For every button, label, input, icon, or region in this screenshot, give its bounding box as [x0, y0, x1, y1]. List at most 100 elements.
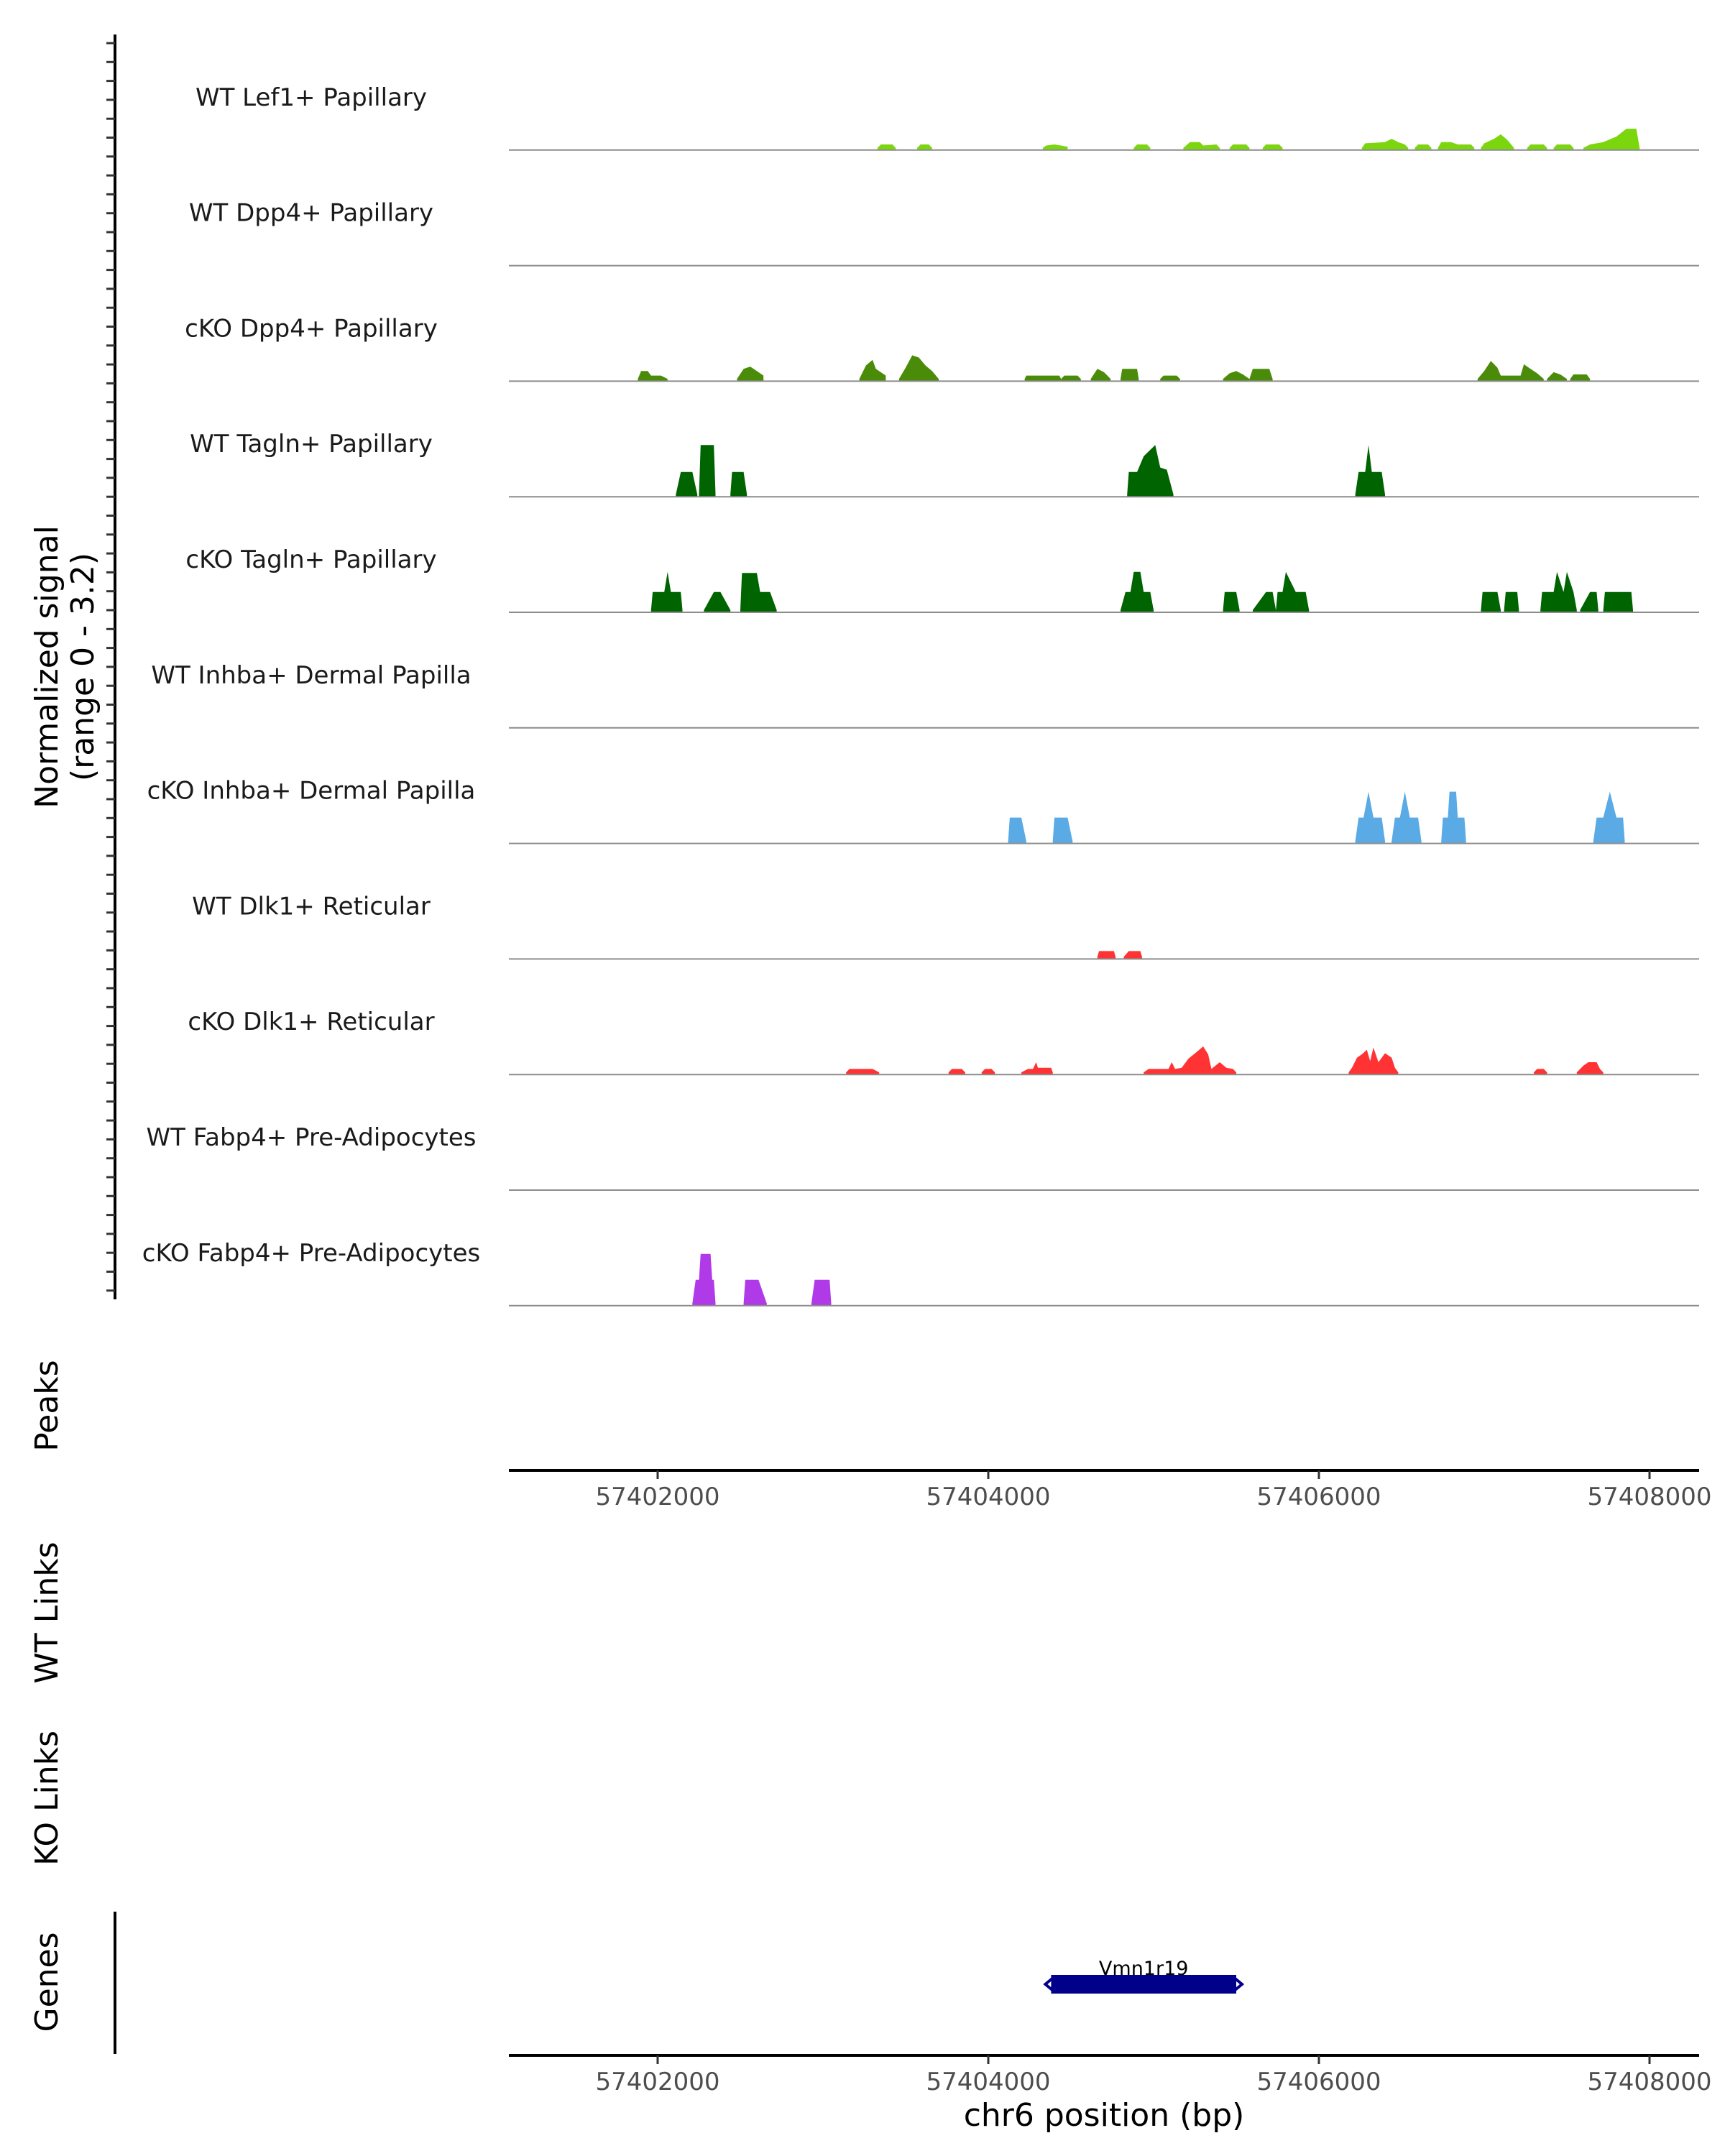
coverage-peak	[1348, 1047, 1399, 1075]
coverage-peak	[1414, 144, 1432, 150]
coverage-peak	[1481, 591, 1501, 612]
coverage-peak	[1123, 951, 1142, 959]
coverage-peak	[1097, 951, 1116, 959]
peaks-title: Peaks	[29, 1360, 65, 1451]
x-tick-label: 57406000	[1256, 1483, 1381, 1511]
coverage-peak	[1583, 129, 1640, 150]
coverage-peak	[811, 1279, 832, 1306]
ko-links-title: KO Links	[29, 1731, 65, 1866]
coverage-peak	[692, 1253, 716, 1306]
coverage-peak	[898, 355, 939, 382]
coverage-peak	[1547, 372, 1567, 382]
coverage-peak	[1127, 445, 1174, 497]
x-tick-label: 57402000	[595, 1483, 719, 1511]
coverage-peak	[743, 1279, 767, 1306]
coverage-peak	[1553, 144, 1574, 150]
track: WT Dpp4+ Papillary	[189, 199, 1699, 267]
coverage-peak	[1229, 144, 1250, 150]
coverage-peak	[877, 144, 896, 150]
coverage-peak	[699, 445, 716, 497]
coverage-peak	[1501, 364, 1544, 382]
coverage-peak	[1570, 374, 1591, 382]
coverage-peak	[1576, 1062, 1604, 1075]
strand-arrow-icon	[1232, 1976, 1245, 1993]
track: WT Fabp4+ Pre-Adipocytes	[147, 1123, 1699, 1191]
coverage-peak	[1024, 375, 1062, 382]
track-label: cKO Fabp4+ Pre-Adipocytes	[142, 1239, 481, 1268]
track-label: WT Tagln+ Papillary	[190, 430, 433, 459]
coverage-peak	[1253, 591, 1276, 612]
genes-x-axis-ticks: 57402000 57404000 57406000 57408000	[595, 2055, 1712, 2096]
coverage-peak	[1355, 445, 1385, 497]
y-axis-title-line2: (range 0 - 3.2)	[65, 553, 101, 781]
x-tick-label: 57406000	[1256, 2068, 1381, 2096]
x-tick-label: 57408000	[1587, 2068, 1711, 2096]
coverage-peak	[704, 591, 731, 612]
coverage-peak	[730, 471, 748, 497]
coverage-peak	[740, 573, 777, 612]
coverage-peak	[650, 571, 683, 612]
track: WT Lef1+ Papillary	[196, 83, 1699, 151]
coverage-peak	[1593, 791, 1625, 844]
coverage-peak	[638, 371, 668, 382]
coverage-peak	[1540, 571, 1577, 612]
x-axis-title: chr6 position (bp)	[964, 2097, 1245, 2134]
y-axis-title-line1: Normalized signal	[29, 525, 65, 808]
coverage-peak	[1355, 791, 1385, 844]
coverage-peak	[1361, 139, 1409, 150]
track: cKO Inhba+ Dermal Papilla	[147, 777, 1699, 844]
coverage-peak	[859, 359, 886, 382]
x-tick-label: 57402000	[595, 2068, 719, 2096]
track: WT Tagln+ Papillary	[190, 430, 1699, 498]
track: cKO Tagln+ Papillary	[185, 545, 1699, 613]
coverage-peak	[1527, 144, 1547, 150]
track: WT Dlk1+ Reticular	[192, 892, 1699, 960]
y-axis-ticks	[106, 42, 115, 1292]
track: cKO Dpp4+ Papillary	[185, 314, 1699, 382]
coverage-peak	[1441, 791, 1466, 844]
coverage-peak	[737, 367, 764, 382]
coverage-peak	[1133, 144, 1151, 150]
track-label: cKO Dpp4+ Papillary	[185, 314, 438, 343]
coverage-peak	[1052, 817, 1073, 844]
coverage-peak	[1504, 591, 1519, 612]
track-label: WT Lef1+ Papillary	[196, 83, 427, 112]
track-label: WT Dlk1+ Reticular	[192, 892, 431, 921]
x-tick-label: 57404000	[926, 2068, 1050, 2096]
x-tick-label: 57408000	[1587, 1483, 1711, 1511]
track-label: WT Dpp4+ Papillary	[189, 199, 433, 228]
coverage-peak	[948, 1069, 965, 1075]
peaks-x-axis-ticks: 57402000 57404000 57406000 57408000	[595, 1470, 1712, 1511]
coverage-peak	[1042, 144, 1068, 150]
coverage-peak	[1160, 375, 1180, 382]
coverage-peak	[1223, 371, 1250, 382]
coverage-peak	[1481, 134, 1514, 150]
coverage-peak	[1249, 369, 1273, 382]
coverage-peak	[1534, 1069, 1547, 1075]
coverage-peak	[917, 144, 932, 150]
coverage-peak	[1477, 361, 1501, 382]
coverage-tracks: WT Lef1+ Papillary WT Dpp4+ Papillary cKO …	[142, 83, 1699, 1307]
gene-annotation: Vmn1r19	[1043, 1958, 1245, 1994]
coverage-peak	[1144, 1046, 1236, 1075]
coverage-peak	[1262, 144, 1283, 150]
strand-arrow-icon	[1043, 1976, 1055, 1993]
track: WT Inhba+ Dermal Papilla	[151, 661, 1699, 729]
track-label: WT Fabp4+ Pre-Adipocytes	[147, 1123, 477, 1152]
coverage-peak	[1223, 591, 1240, 612]
wt-links-title: WT Links	[29, 1542, 65, 1683]
coverage-peak	[1021, 1062, 1053, 1075]
track-label: cKO Dlk1+ Reticular	[188, 1008, 434, 1036]
coverage-peak	[1008, 817, 1026, 844]
coverage-peak	[1603, 591, 1633, 612]
coverage-peak	[1121, 571, 1154, 612]
track-label: WT Inhba+ Dermal Papilla	[151, 661, 471, 690]
track: cKO Fabp4+ Pre-Adipocytes	[142, 1239, 1699, 1307]
coverage-peak	[981, 1069, 995, 1075]
coverage-peak	[1438, 142, 1475, 150]
coverage-peak	[1121, 369, 1139, 382]
coverage-peak	[1183, 142, 1220, 150]
coverage-peak	[1392, 791, 1422, 844]
coverage-peak	[846, 1069, 880, 1075]
coverage-peak	[1580, 591, 1598, 612]
